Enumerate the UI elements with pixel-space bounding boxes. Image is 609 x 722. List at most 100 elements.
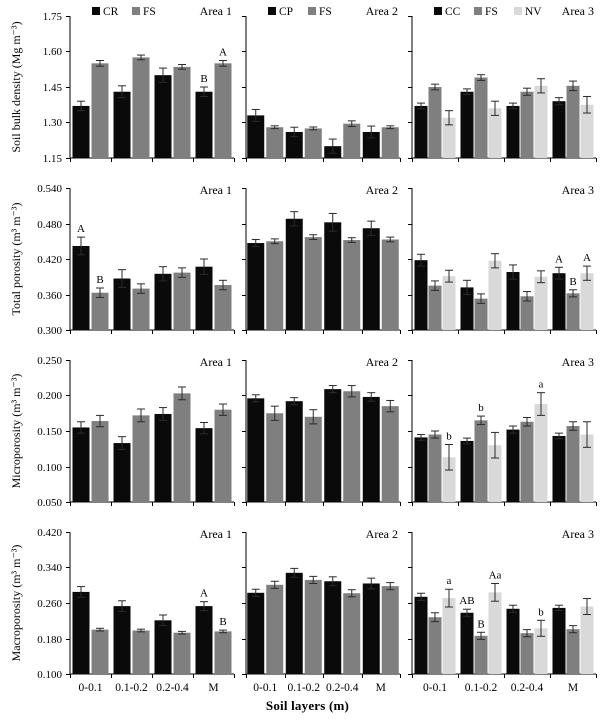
subplot-svg: 1.15 1.30 1.45 1.60 1.75 B A CR FS Area 1 Soil bul… [9,4,235,165]
bar-NV-0-0.1 [442,117,456,158]
chart-bulk-density-area3: CC FS NV Area 3 [404,0,600,172]
bar-NV-0.2-0.4 [534,276,548,330]
chart-grid: 1.15 1.30 1.45 1.60 1.75 B A CR FS Area 1 Soil bul… [6,0,609,698]
chart-bulk-density-area1: 1.15 1.30 1.45 1.60 1.75 B A CR FS Area 1 Soil bul… [6,0,238,172]
subplot-svg: Area 2 0-0.1 0.1-0.2 0.2-0.4 M [242,527,401,694]
chart-bulk-density-area2: CP FS Area 2 [238,0,404,172]
bar-FS-M [566,629,580,674]
bar-FS-M [381,127,399,158]
y-axis-title: Total porosity (m³ m⁻³) [9,202,23,315]
bar-CP-0.2-0.4 [324,222,342,330]
x-tick-label: M [376,682,386,694]
significance-letter: B [569,276,576,288]
bar-FS-M [214,285,232,330]
chart-microporosity-area2: Area 2 [238,344,404,516]
y-tick-label: 0.420 [37,527,62,539]
bar-CP-M [362,131,380,158]
bar-CC-0-0.1 [414,260,428,330]
bar-NV-0-0.1 [442,457,456,502]
bar-CC-0.1-0.2 [460,612,474,674]
y-tick-label: 0.480 [37,219,62,231]
chart-macroporosity-area1: 0.100 0.180 0.260 0.340 0.420 A B Area 1 Macropo… [6,516,238,698]
x-tick-label: M [568,682,578,694]
legend-label-FS: FS [319,6,332,18]
chart-total-porosity-area3: A B A Area 3 [404,172,600,344]
bar-CP-0.1-0.2 [285,401,303,502]
bar-CR-0-0.1 [72,105,90,158]
y-tick-label: 0.360 [37,290,62,302]
y-tick-label: 0.260 [37,598,62,610]
bar-CC-M [552,607,566,674]
bar-FS-0-0.1 [266,584,284,674]
bar-NV-0.1-0.2 [488,445,502,502]
bar-CP-0-0.1 [247,115,265,158]
bar-CC-0.2-0.4 [506,105,520,158]
bar-FS-0-0.1 [266,127,284,158]
legend-swatch-CC [434,7,442,15]
significance-letter: B [96,274,103,286]
bar-CR-0.1-0.2 [113,278,131,330]
bar-CP-M [362,583,380,674]
bar-NV-M [580,606,594,674]
subplot-svg: b b a Area 3 [408,355,597,506]
subplot-svg: ABA Area 3 [408,183,597,334]
bar-CR-0.1-0.2 [113,443,131,502]
x-axis-title: Soil layers (m) [265,698,350,713]
area-label: Area 2 [366,4,398,18]
y-tick-label: 0.100 [37,462,62,474]
chart-total-porosity-area1: 0.300 0.360 0.420 0.480 0.540 A B Area 1 Total p… [6,172,238,344]
bar-FS-0.2-0.4 [173,272,191,330]
bar-FS-M [566,85,580,158]
y-axis-title: Macroporosity (m³ m⁻³) [9,545,23,662]
bar-NV-M [580,273,594,330]
area-label: Area 1 [200,355,232,369]
significance-letter: b [538,606,544,618]
bar-FS-0-0.1 [428,285,442,330]
bar-FS-0.2-0.4 [343,593,361,674]
bar-FS-0.1-0.2 [304,416,322,502]
bar-CC-0.2-0.4 [506,272,520,330]
bar-FS-0.2-0.4 [520,633,534,674]
bar-CR-0.2-0.4 [154,273,172,330]
chart-macroporosity-area3: a AB B Aa b Area 3 0-0.1 0.1-0.2 0.2-0.4 M [404,516,600,698]
significance-letter: Aa [489,569,502,581]
bar-FS-0-0.1 [266,241,284,330]
legend-swatch-CP [268,7,276,15]
bar-FS-0-0.1 [428,87,442,158]
subplot-svg: Area 2 [242,355,401,506]
bar-CP-0.1-0.2 [285,218,303,330]
significance-letter: a [539,379,544,391]
bar-FS-M [214,631,232,674]
area-label: Area 3 [562,527,594,541]
bar-NV-0.2-0.4 [534,628,548,674]
bar-NV-0.1-0.2 [488,592,502,674]
bar-CP-0-0.1 [247,398,265,502]
subplot-svg: 0.050 0.100 0.150 0.200 0.250 Area 1 Microporo… [9,355,235,509]
legend-swatch-FS [132,7,140,15]
chart-total-porosity-area2: Area 2 [238,172,404,344]
bar-CR-0.1-0.2 [113,91,131,158]
legend-label-CP: CP [279,6,293,18]
bar-CP-0.2-0.4 [324,389,342,502]
bar-FS-0.1-0.2 [132,288,150,330]
significance-letter: b [446,430,452,442]
bar-FS-0.1-0.2 [474,635,488,674]
chart-microporosity-area3: b b a Area 3 [404,344,600,516]
x-tick-label: 0-0.1 [79,682,103,694]
y-tick-label: 0.200 [37,390,62,402]
area-label: Area 2 [366,183,398,197]
bar-CR-M [195,266,213,330]
bar-FS-0.2-0.4 [520,91,534,158]
x-tick-label: 0.2-0.4 [156,682,189,694]
bar-NV-M [580,104,594,158]
y-tick-label: 0.150 [37,426,62,438]
bar-FS-0-0.1 [428,617,442,674]
x-tick-label: 0.2-0.4 [511,682,544,694]
bar-FS-0.2-0.4 [173,632,191,674]
bar-FS-M [566,426,580,502]
chart-microporosity-area1: 0.050 0.100 0.150 0.200 0.250 Area 1 Microporo… [6,344,238,516]
bar-NV-0.2-0.4 [534,85,548,158]
bar-CR-0-0.1 [72,591,90,674]
y-tick-label: 0.050 [37,497,62,509]
